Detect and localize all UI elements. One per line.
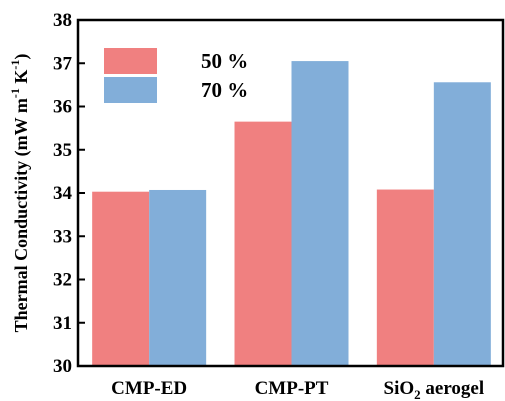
- y-tick-label: 38: [53, 10, 72, 31]
- y-tick-label: 37: [53, 53, 73, 74]
- legend-swatch: [104, 77, 157, 103]
- y-tick-label: 31: [53, 313, 72, 334]
- y-tick-label: 35: [53, 140, 72, 161]
- y-axis-title-prefix: Thermal Conductivity (mW m: [11, 98, 32, 332]
- category-label-rest: aerogel: [421, 378, 485, 399]
- y-tick-label: 36: [53, 97, 72, 118]
- bar-70-2: [433, 82, 491, 366]
- y-axis-title-mid: K: [11, 70, 31, 89]
- legend-label: 50 %: [201, 49, 248, 73]
- bar-50-0: [92, 191, 150, 366]
- bar-70-1: [291, 61, 349, 367]
- y-tick-label: 32: [53, 270, 72, 291]
- legend: 50 % 70 %: [104, 48, 248, 103]
- category-label-sub: 2: [414, 387, 421, 401]
- y-axis-title: Thermal Conductivity (mW m-1 K-1): [8, 54, 32, 333]
- category-label: CMP-ED: [111, 378, 187, 399]
- category-label: CMP-PT: [255, 378, 329, 399]
- y-axis-title-suffix: ): [11, 54, 32, 60]
- y-tick-label: 33: [53, 226, 72, 247]
- y-axis-title-sup2: -1: [8, 60, 22, 70]
- category-label: SiO2 aerogel: [384, 378, 485, 401]
- y-tick-label: 30: [53, 356, 72, 377]
- bars-layer: [92, 61, 491, 367]
- y-axis-title-sup1: -1: [8, 88, 22, 98]
- x-axis: CMP-ED CMP-PT SiO2 aerogel: [111, 378, 484, 401]
- category-label-main: CMP-ED: [111, 378, 187, 399]
- category-label-main: CMP-PT: [255, 378, 329, 399]
- bar-50-2: [376, 189, 434, 366]
- y-tick-label: 34: [53, 183, 73, 204]
- y-axis: 30 31 32 33 34 35 36 37 38: [53, 10, 85, 377]
- legend-swatch: [104, 48, 157, 74]
- bar-50-1: [234, 121, 292, 366]
- legend-label: 70 %: [201, 78, 248, 102]
- category-label-main: SiO: [384, 378, 415, 399]
- bar-70-0: [149, 189, 207, 366]
